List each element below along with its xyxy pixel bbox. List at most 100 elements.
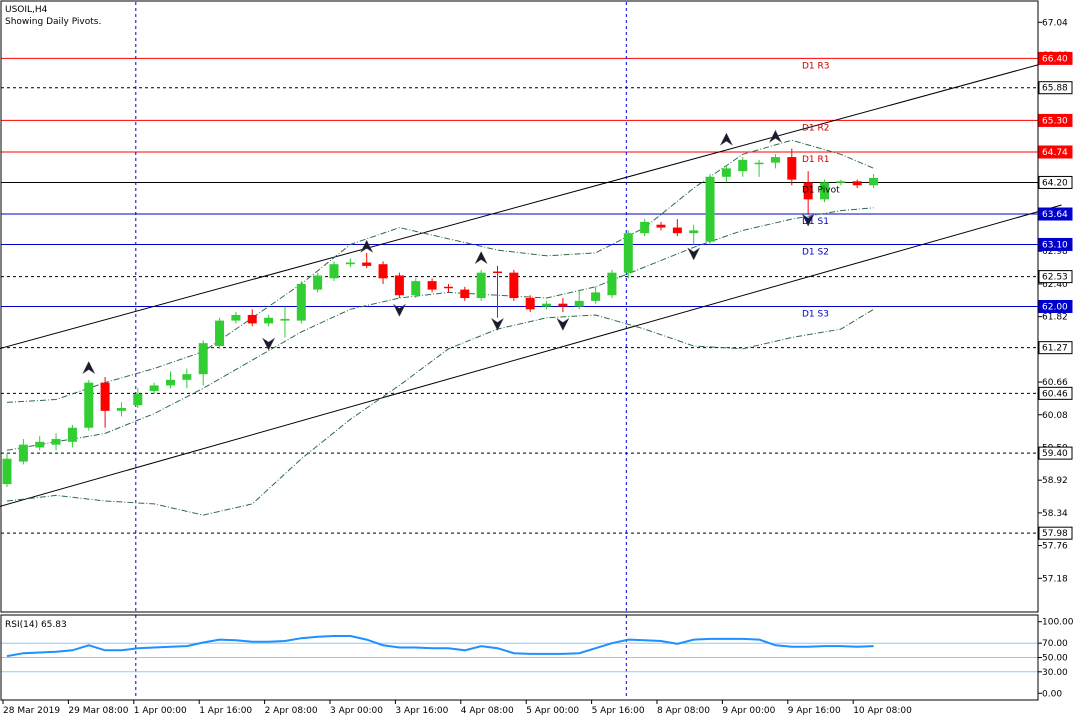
time-x-axis: 28 Mar 2019 29 Mar 08:00 1 Apr 00:00 1 Apr …	[2, 700, 912, 716]
x-tick-label-3: 1 Apr 16:00	[199, 706, 252, 716]
candle-body	[2, 458, 12, 485]
candle-22	[362, 252, 372, 269]
band-lower-line	[6, 308, 874, 516]
candle-15	[247, 309, 257, 327]
fractal-up-4	[474, 251, 488, 265]
candle-33	[542, 300, 552, 310]
dashed-level-box-5-label: 57.98	[1042, 529, 1068, 539]
x-tick-label-7: 4 Apr 08:00	[461, 706, 514, 716]
x-tick-label-4: 2 Apr 08:00	[265, 706, 318, 716]
fractal-up-0	[82, 360, 96, 375]
candle-13	[215, 317, 225, 349]
candle-4	[67, 424, 77, 448]
candle-43	[705, 173, 715, 245]
candle-body	[215, 320, 225, 346]
chart-title: USOIL,H4	[5, 5, 48, 15]
candle-49	[803, 171, 813, 214]
fractal-arrows	[82, 129, 815, 375]
rsi-line	[6, 635, 874, 658]
dashed-levels	[1, 87, 1038, 534]
channel-lower-line	[0, 204, 1062, 507]
candle-36	[591, 286, 601, 304]
x-tick-label-12: 9 Apr 16:00	[788, 706, 841, 716]
candle-27	[443, 283, 453, 293]
candle-body	[852, 181, 862, 186]
channel-upper-line	[0, 57, 1062, 349]
candle-body	[705, 176, 715, 242]
price-boxes: 65.88 62.53 61.27 60.46 59.40 57.98 66.40 65.30…	[1038, 51, 1073, 540]
pivot-box-3-label: 64.20	[1042, 178, 1068, 188]
candle-9	[149, 382, 159, 394]
candle-body	[116, 408, 126, 411]
candle-38	[623, 230, 633, 279]
pivot-labels: D1 R3 D1 R2 D1 R1 D1 Pivot D1 S1 D1 S2 D1 S3	[802, 61, 840, 319]
candle-body	[313, 275, 323, 290]
dashed-level-box-4-label: 59.40	[1042, 449, 1068, 459]
pivot-box-0-bg	[1038, 51, 1073, 65]
candle-body	[378, 264, 388, 279]
x-tick-label-1: 29 Mar 08:00	[68, 706, 128, 716]
rsi-tick-label-2: 50.00	[1042, 654, 1068, 664]
candle-body	[509, 272, 519, 299]
candle-body	[443, 286, 453, 289]
candle-body	[296, 283, 306, 321]
candle-body	[182, 374, 192, 380]
candle-body	[525, 298, 535, 310]
trend-channel	[0, 57, 1062, 507]
candle-24	[394, 272, 404, 299]
candle-body	[656, 224, 666, 228]
dashed-level-box-4-bg	[1038, 446, 1073, 460]
band-upper-line	[6, 139, 874, 403]
candle-48	[787, 148, 797, 186]
dashed-level-box-0-bg	[1038, 81, 1073, 95]
candle-body	[264, 317, 274, 324]
candle-5	[84, 379, 94, 431]
pivot-box-5-bg	[1038, 237, 1073, 251]
y-tick-label-8: 62.40	[1042, 280, 1068, 290]
candle-body	[345, 262, 355, 265]
candle-42	[689, 224, 699, 245]
candle-51	[836, 179, 846, 186]
candle-body	[721, 168, 731, 177]
pivot-lines	[1, 57, 1038, 307]
fractal-down-10	[801, 213, 815, 227]
candle-29	[476, 269, 486, 301]
x-tick-label-2: 1 Apr 00:00	[134, 706, 187, 716]
y-tick-label-7: 62.98	[1042, 247, 1068, 257]
dashed-level-box-3-label: 60.46	[1042, 389, 1068, 399]
candle-body	[100, 382, 110, 411]
candle-30	[493, 265, 502, 318]
candle-body	[460, 289, 470, 299]
candle-3	[51, 433, 61, 451]
y-tick-label-0: 67.04	[1042, 18, 1068, 28]
price-pane-frame	[0, 0, 1039, 613]
candle-46	[754, 159, 764, 177]
candle-body	[329, 264, 339, 279]
rsi-y-axis: 100.00 70.00 50.00 30.00 0.00	[1038, 618, 1074, 699]
candle-28	[460, 286, 470, 301]
candle-body	[166, 379, 175, 386]
x-tick-label-10: 8 Apr 08:00	[657, 706, 710, 716]
candle-18	[296, 281, 306, 324]
y-tick-label-15: 58.34	[1042, 509, 1068, 519]
pivot-box-1-label: 65.30	[1042, 116, 1068, 126]
candle-14	[231, 312, 241, 324]
rsi-tick-label-3: 30.00	[1042, 668, 1068, 678]
pivot-box-6-label: 62.00	[1042, 303, 1068, 313]
candle-23	[378, 261, 388, 284]
candle-0	[2, 453, 12, 487]
y-tick-label-17: 57.18	[1042, 574, 1068, 584]
pivot-box-3-bg	[1038, 175, 1073, 189]
pivot-box-5-label: 63.10	[1042, 240, 1068, 250]
x-tick-label-11: 9 Apr 00:00	[722, 706, 775, 716]
candle-body	[427, 281, 437, 290]
candle-40	[656, 221, 666, 231]
pivot-box-4-bg	[1038, 207, 1073, 221]
candle-53	[869, 173, 879, 189]
candle-body	[623, 233, 633, 273]
candle-32	[525, 295, 535, 313]
candle-31	[509, 269, 519, 301]
candle-39	[640, 219, 650, 237]
dashed-level-box-5-bg	[1038, 526, 1073, 540]
